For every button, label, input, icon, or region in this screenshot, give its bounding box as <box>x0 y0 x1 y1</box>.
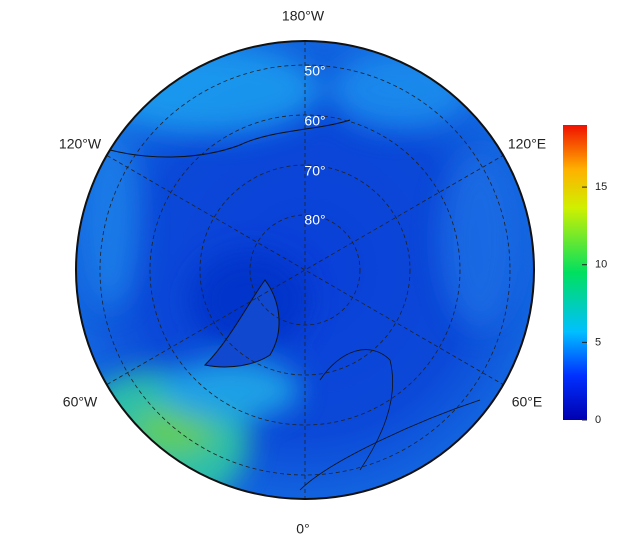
lat-label: 60° <box>304 113 325 129</box>
map-field <box>76 41 534 499</box>
lon-label: 0° <box>296 521 309 537</box>
lat-label: 80° <box>304 212 325 228</box>
colorbar-tick-label: 5 <box>595 336 601 348</box>
lon-label: 180°W <box>282 8 325 24</box>
lat-label: 70° <box>304 163 325 179</box>
lat-label: 50° <box>304 63 325 79</box>
lon-label: 60°W <box>63 394 98 410</box>
colorbar-tick-label: 10 <box>595 259 607 271</box>
colorbar <box>563 125 587 420</box>
lon-label: 120°W <box>59 136 102 152</box>
graticule <box>99 41 511 499</box>
colorbar-tick-label: 0 <box>595 414 601 426</box>
map-border <box>75 40 535 500</box>
lon-label: 120°E <box>508 136 546 152</box>
lon-label: 60°E <box>512 394 543 410</box>
colorbar-tick-label: 15 <box>595 181 607 193</box>
